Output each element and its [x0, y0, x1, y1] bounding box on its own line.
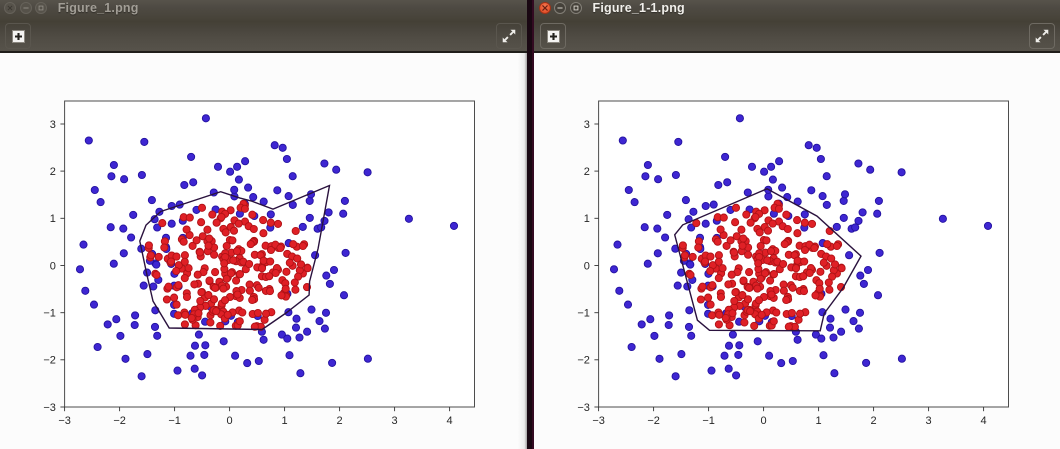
svg-text:−1: −1: [43, 308, 56, 320]
svg-text:−2: −2: [647, 415, 660, 427]
svg-text:4: 4: [981, 415, 987, 427]
svg-text:3: 3: [392, 415, 398, 427]
svg-text:1: 1: [584, 213, 590, 225]
svg-text:0: 0: [227, 415, 233, 427]
svg-text:−3: −3: [592, 415, 605, 427]
svg-text:2: 2: [50, 166, 56, 178]
svg-text:−2: −2: [113, 415, 126, 427]
svg-text:0: 0: [761, 415, 767, 427]
svg-text:1: 1: [50, 213, 56, 225]
svg-text:2: 2: [871, 415, 877, 427]
svg-text:−3: −3: [43, 402, 56, 414]
svg-text:3: 3: [926, 415, 932, 427]
svg-text:−2: −2: [43, 355, 56, 367]
svg-text:−3: −3: [58, 415, 71, 427]
svg-text:0: 0: [50, 260, 56, 272]
svg-text:−1: −1: [577, 308, 590, 320]
svg-text:3: 3: [50, 119, 56, 131]
svg-text:0: 0: [584, 260, 590, 272]
svg-text:−2: −2: [577, 355, 590, 367]
svg-text:1: 1: [816, 415, 822, 427]
svg-text:1: 1: [282, 415, 288, 427]
svg-text:2: 2: [584, 166, 590, 178]
svg-text:−1: −1: [168, 415, 181, 427]
svg-text:3: 3: [584, 119, 590, 131]
svg-text:4: 4: [447, 415, 453, 427]
svg-text:2: 2: [337, 415, 343, 427]
svg-text:−3: −3: [577, 402, 590, 414]
svg-text:−1: −1: [702, 415, 715, 427]
